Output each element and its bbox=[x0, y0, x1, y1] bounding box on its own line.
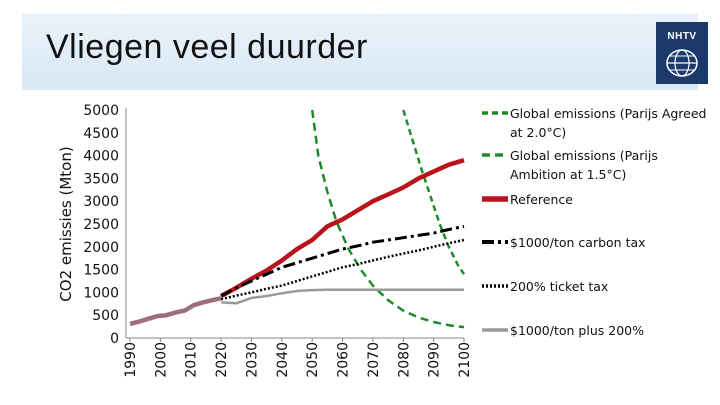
y-tick-label: 4000 bbox=[83, 149, 119, 165]
y-tick-label: 2000 bbox=[83, 240, 119, 256]
y-tick-label: 500 bbox=[92, 308, 119, 324]
nhtv-logo: NHTV bbox=[656, 22, 708, 84]
page-title: Vliegen veel duurder bbox=[46, 28, 368, 66]
x-tick-label: 2050 bbox=[305, 342, 321, 378]
y-tick-label: 1000 bbox=[83, 285, 119, 301]
y-axis-label: CO2 emissies (Mton) bbox=[57, 146, 75, 301]
x-tick-label: 2080 bbox=[396, 342, 412, 378]
legend-label-5: $1000/ton plus 200% bbox=[510, 323, 644, 338]
x-tick-label: 2030 bbox=[244, 342, 260, 378]
globe-icon bbox=[666, 49, 698, 77]
y-tick-label: 5000 bbox=[83, 103, 119, 119]
x-tick-label: 2100 bbox=[457, 342, 473, 378]
series-line-6 bbox=[129, 296, 222, 327]
x-tick-label: 2040 bbox=[275, 342, 291, 378]
legend-label-0: Global emissions (Parijs Agreed at 2.0°C… bbox=[510, 106, 707, 140]
logo-text: NHTV bbox=[667, 31, 697, 42]
series-line-3 bbox=[220, 224, 465, 298]
series-line-1 bbox=[310, 109, 465, 329]
legend-label-3: $1000/ton carbon tax bbox=[510, 235, 646, 250]
y-tick-label: 1500 bbox=[83, 263, 119, 279]
y-tick-label: 3500 bbox=[83, 171, 119, 187]
legend-label-1: Global emissions (Parijs Ambition at 1.5… bbox=[510, 148, 658, 182]
x-tick-label: 2060 bbox=[336, 342, 352, 378]
legend-label-4: 200% ticket tax bbox=[510, 279, 609, 294]
x-tick-label: 2070 bbox=[366, 342, 382, 378]
legend-label-2: Reference bbox=[510, 192, 573, 207]
x-tick-label: 1990 bbox=[123, 342, 139, 378]
x-tick-label: 2010 bbox=[184, 342, 200, 378]
title-band bbox=[22, 14, 698, 90]
y-tick-label: 0 bbox=[110, 331, 119, 347]
y-tick-label: 3000 bbox=[83, 194, 119, 210]
x-tick-label: 2000 bbox=[153, 342, 169, 378]
y-tick-label: 4500 bbox=[83, 126, 119, 142]
y-tick-label: 2500 bbox=[83, 217, 119, 233]
series-line-0 bbox=[402, 109, 466, 275]
series-line-4 bbox=[220, 238, 465, 301]
series-line-2 bbox=[220, 158, 465, 298]
series-line-5 bbox=[221, 288, 464, 305]
x-tick-label: 2020 bbox=[214, 342, 230, 378]
x-tick-label: 2090 bbox=[427, 342, 443, 378]
